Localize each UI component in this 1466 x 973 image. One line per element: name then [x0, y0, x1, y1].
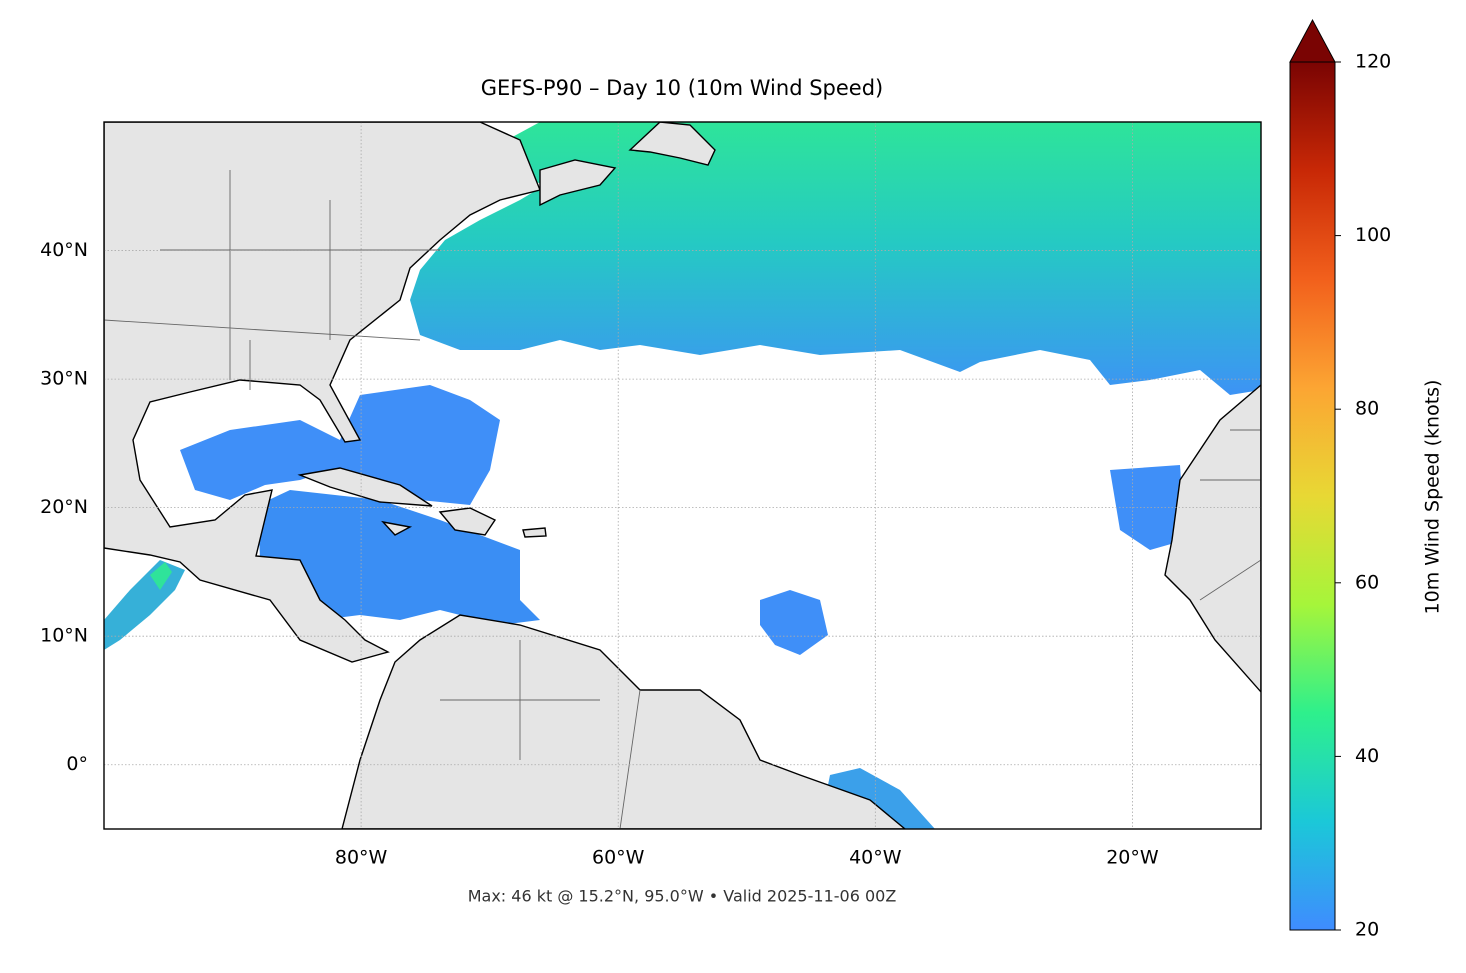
y-tick-label: 40°N [40, 239, 88, 261]
wind-area [150, 562, 172, 590]
land [381, 520, 413, 536]
land [1164, 384, 1261, 694]
colorbar-tick-label: 20 [1355, 919, 1379, 941]
y-tick-label: 20°N [40, 496, 88, 518]
x-tick-label: 20°W [1106, 847, 1159, 869]
x-tick-label: 80°W [335, 847, 388, 869]
land [539, 159, 617, 207]
wind-area [760, 590, 828, 655]
x-tick-label: 60°W [592, 847, 645, 869]
x-tick-label: 40°W [849, 847, 902, 869]
wind-area [410, 122, 1261, 395]
colorbar-tick-label: 100 [1355, 224, 1391, 246]
colorbar-tick-label: 80 [1355, 398, 1379, 420]
map [104, 122, 1261, 829]
land [522, 527, 547, 538]
y-tick-label: 30°N [40, 368, 88, 390]
wind-area [180, 385, 500, 505]
chart-title: GEFS-P90 – Day 10 (10m Wind Speed) [481, 76, 883, 100]
map-frame [103, 121, 1262, 830]
wind-area [258, 490, 540, 625]
colorbar-label: 10m Wind Speed (knots) [1422, 380, 1444, 615]
land [104, 122, 541, 663]
y-tick-label: 0° [66, 753, 88, 775]
grid [104, 122, 1261, 829]
colorbar-tick-label: 120 [1355, 51, 1391, 73]
colorbar [1289, 61, 1336, 931]
colorbar-tick-label: 40 [1355, 745, 1379, 767]
land [341, 614, 907, 829]
footnote: Max: 46 kt @ 15.2°N, 95.0°W • Valid 2025… [468, 887, 897, 906]
border [104, 170, 1261, 829]
colorbar-extension [1289, 18, 1336, 63]
colorbar-tick-label: 60 [1355, 571, 1379, 593]
land [438, 507, 497, 536]
y-tick-label: 10°N [40, 625, 88, 647]
land [297, 467, 433, 507]
